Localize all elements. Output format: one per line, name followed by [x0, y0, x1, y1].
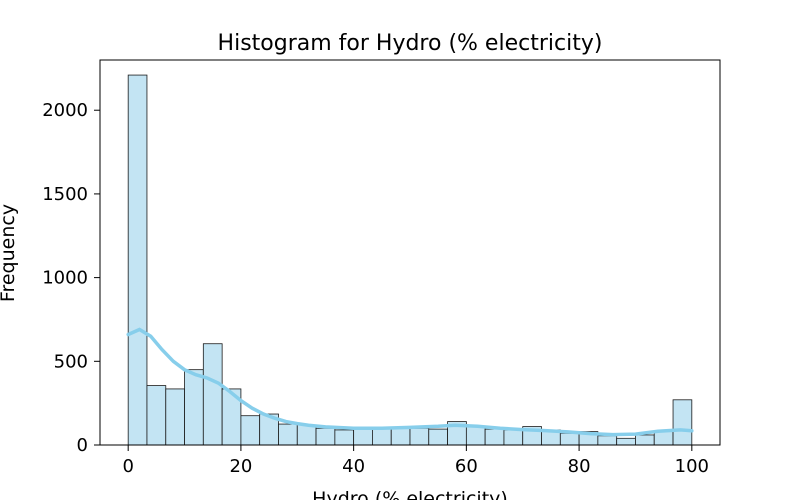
histogram-bar [390, 427, 411, 446]
histogram-bar [278, 423, 298, 446]
x-tick-label: 40 [342, 456, 365, 477]
histogram-bars [127, 74, 693, 446]
y-tick-label: 1500 [42, 184, 88, 205]
histogram-bar [616, 437, 636, 446]
histogram-bar [202, 343, 223, 446]
histogram-bar [315, 427, 336, 446]
x-tick-label: 60 [455, 456, 478, 477]
x-axis-title: Hydro (% electricity) [312, 488, 508, 500]
x-tick-label: 20 [229, 456, 252, 477]
histogram-bar [353, 427, 373, 446]
histogram-bar [409, 427, 430, 446]
histogram-bar [484, 428, 505, 446]
kde-curve [126, 327, 694, 437]
histogram-bar [559, 432, 580, 446]
y-tick-label: 0 [77, 435, 88, 456]
histogram-bar [296, 424, 317, 446]
histogram-bar [465, 426, 486, 446]
plot-frame [99, 59, 721, 446]
x-tick-label: 100 [675, 456, 709, 477]
histogram-bar [653, 431, 674, 446]
y-tick-label: 2000 [42, 100, 88, 121]
histogram-bar [503, 429, 524, 446]
chart-title: Histogram for Hydro (% electricity) [218, 31, 603, 56]
histogram-bar [635, 434, 655, 446]
x-axis-ticks: 0 20 40 60 80 100 [122, 445, 709, 477]
y-axis-ticks: 0 500 1000 1500 2000 [42, 100, 100, 456]
histogram-bar [372, 428, 392, 446]
x-tick-label: 0 [122, 456, 133, 477]
histogram-bar [597, 435, 618, 446]
x-tick-label: 80 [568, 456, 591, 477]
histogram-bar [428, 428, 448, 446]
histogram-bar [672, 399, 693, 446]
histogram-bar [146, 385, 167, 446]
y-tick-label: 1000 [42, 268, 88, 289]
histogram-bar [165, 388, 185, 446]
histogram-bar [184, 369, 204, 446]
histogram-bar [334, 429, 355, 446]
histogram-bar [127, 74, 148, 446]
histogram-bar [240, 415, 261, 446]
y-axis-title: Frequency [0, 204, 19, 302]
y-tick-label: 500 [54, 351, 88, 372]
